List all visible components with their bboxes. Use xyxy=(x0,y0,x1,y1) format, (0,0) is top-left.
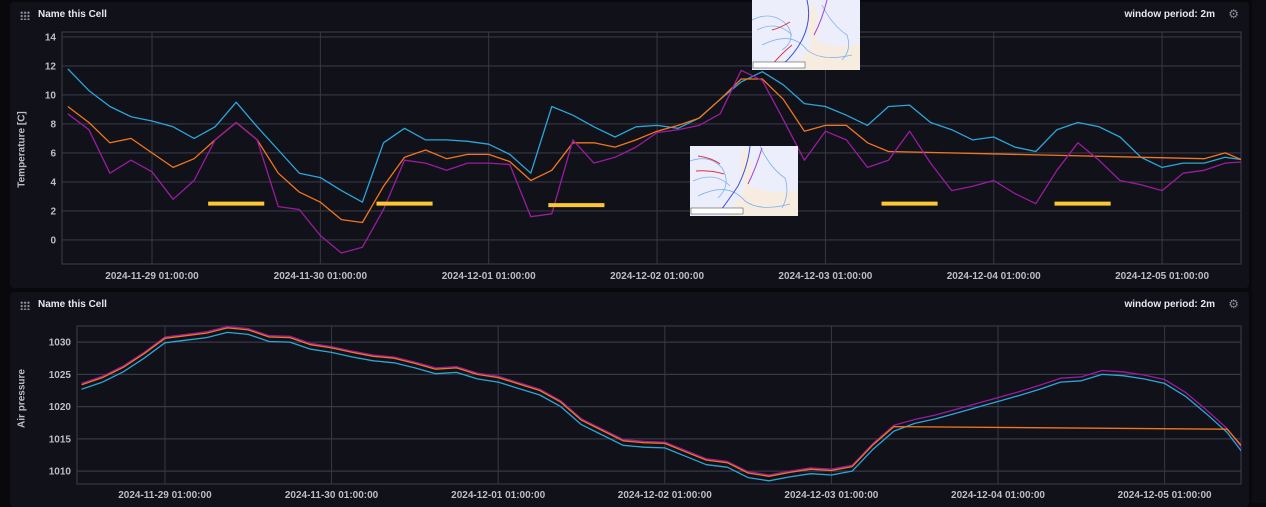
cell-header: Name this Cell window period: 2m ⚙ xyxy=(10,297,1249,314)
x-tick-label: 2024-12-05 01:00:00 xyxy=(1115,271,1209,282)
y-tick-label: 8 xyxy=(50,119,56,130)
window-period-label: window period: 2m xyxy=(1124,9,1215,20)
y-tick-label: 2 xyxy=(50,206,56,217)
weather-map-image[interactable] xyxy=(752,0,860,70)
x-tick-label: 2024-12-01 01:00:00 xyxy=(451,490,545,501)
window-period-label: window period: 2m xyxy=(1124,299,1215,310)
series-line-1 xyxy=(81,326,1241,476)
y-tick-label: 1015 xyxy=(49,434,72,445)
x-tick-label: 2024-12-03 01:00:00 xyxy=(778,271,872,282)
weather-map-graphic xyxy=(690,146,798,216)
y-tick-label: 0 xyxy=(50,235,56,246)
gear-icon[interactable]: ⚙ xyxy=(1228,297,1239,311)
y-tick-label: 1025 xyxy=(49,370,72,381)
x-tick-label: 2024-11-29 01:00:00 xyxy=(118,490,212,501)
gear-icon[interactable]: ⚙ xyxy=(1228,7,1239,21)
x-tick-label: 2024-12-02 01:00:00 xyxy=(610,271,704,282)
series-line-0 xyxy=(67,68,1241,203)
x-tick-label: 2024-12-03 01:00:00 xyxy=(784,490,878,501)
weather-map-graphic xyxy=(752,0,860,70)
y-tick-label: 14 xyxy=(45,32,57,43)
weather-map-image[interactable] xyxy=(690,146,798,216)
x-tick-label: 2024-11-30 01:00:00 xyxy=(274,271,368,282)
drag-grid-icon[interactable] xyxy=(20,11,30,20)
x-tick-label: 2024-11-30 01:00:00 xyxy=(285,490,379,501)
y-tick-label: 10 xyxy=(45,90,57,101)
plot-frame xyxy=(61,31,1242,265)
x-tick-label: 2024-12-04 01:00:00 xyxy=(951,490,1045,501)
cell-title[interactable]: Name this Cell xyxy=(38,9,107,20)
y-tick-label: 4 xyxy=(50,177,56,188)
y-tick-label: 1010 xyxy=(49,467,72,478)
x-tick-label: 2024-12-01 01:00:00 xyxy=(442,271,536,282)
cell-title[interactable]: Name this Cell xyxy=(38,299,107,310)
x-tick-label: 2024-12-05 01:00:00 xyxy=(1118,490,1212,501)
series-line-2 xyxy=(81,327,1241,477)
y-tick-label: 12 xyxy=(45,61,57,72)
y-tick-label: 1030 xyxy=(49,338,72,349)
y-tick-label: 1020 xyxy=(49,402,72,413)
x-tick-label: 2024-11-29 01:00:00 xyxy=(105,271,199,282)
cell-header: Name this Cell window period: 2m ⚙ xyxy=(10,7,1249,24)
scrollbar[interactable] xyxy=(1252,0,1266,503)
series-line-0 xyxy=(81,331,1241,482)
x-tick-label: 2024-12-02 01:00:00 xyxy=(618,490,712,501)
drag-grid-icon[interactable] xyxy=(20,301,30,310)
series-line-2 xyxy=(67,69,1241,254)
y-tick-label: 6 xyxy=(50,148,56,159)
x-tick-label: 2024-12-04 01:00:00 xyxy=(947,271,1041,282)
plot-frame xyxy=(76,325,1242,485)
